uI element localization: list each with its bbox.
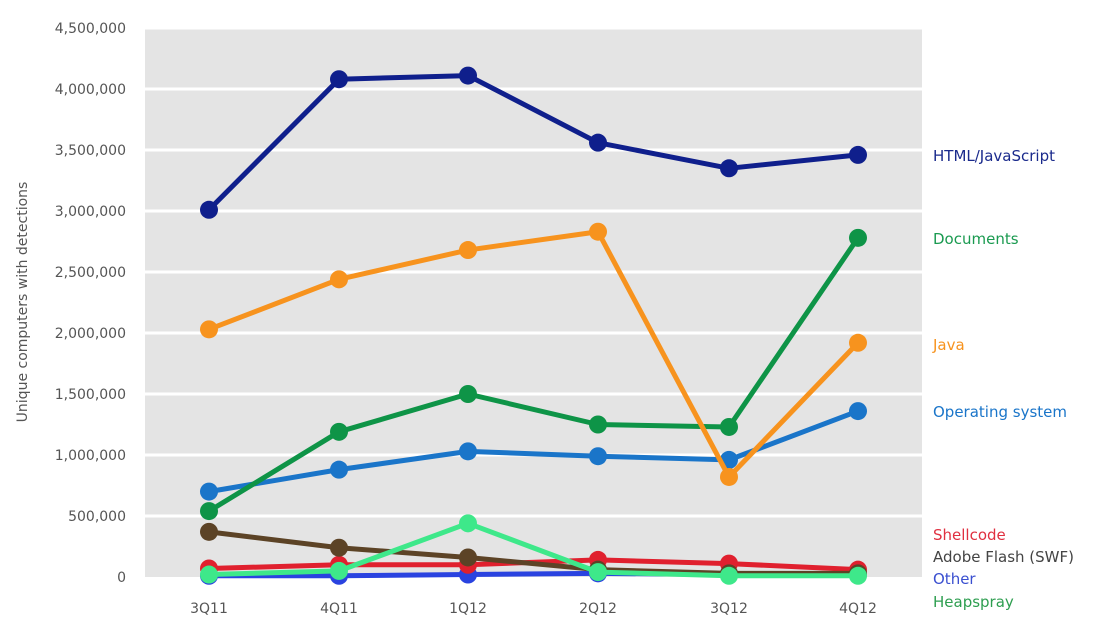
series-documents — [200, 228, 867, 521]
data-point — [720, 159, 738, 178]
series-lines — [200, 66, 867, 585]
data-point — [200, 320, 218, 339]
y-tick-label: 3,500,000 — [55, 143, 126, 159]
y-tick-label: 1,500,000 — [55, 387, 126, 403]
series-label: Java — [932, 336, 965, 354]
series-label: HTML/JavaScript — [933, 147, 1055, 165]
x-tick-label: 4Q11 — [320, 601, 358, 617]
data-point — [200, 502, 218, 521]
data-point — [459, 241, 477, 260]
data-point — [459, 548, 477, 567]
x-tick-label: 3Q11 — [190, 601, 228, 617]
y-tick-label: 1,000,000 — [55, 448, 126, 464]
data-point — [589, 222, 607, 241]
x-tick-label: 2Q12 — [579, 601, 617, 617]
y-tick-label: 500,000 — [68, 509, 126, 525]
series-label: Other — [933, 570, 976, 588]
data-point — [849, 402, 867, 421]
data-point — [849, 566, 867, 585]
data-point — [459, 514, 477, 533]
y-tick-label: 2,000,000 — [55, 326, 126, 342]
data-point — [330, 422, 348, 441]
data-point — [720, 566, 738, 585]
series-line — [208, 229, 860, 480]
y-tick-label: 0 — [117, 570, 126, 586]
data-point — [459, 442, 477, 461]
data-point — [459, 385, 477, 403]
x-tick-label: 1Q12 — [449, 601, 487, 617]
y-tick-label: 3,000,000 — [55, 204, 126, 220]
data-point — [849, 333, 867, 352]
series-html-javascript — [200, 66, 867, 219]
series-label: Documents — [933, 230, 1019, 248]
y-tick-label: 4,000,000 — [55, 82, 126, 98]
series-label: Operating system — [933, 403, 1067, 421]
y-tick-label: 4,500,000 — [55, 21, 126, 37]
data-point — [589, 415, 607, 434]
data-point — [200, 482, 218, 501]
data-point — [589, 133, 607, 152]
data-point — [330, 270, 348, 289]
y-axis: 0 500,000 1,000,000 1,500,000 2,000,000 2,500… — [55, 21, 126, 586]
series-java — [200, 222, 867, 486]
series-labels: HTML/JavaScript Documents Java Operating sy… — [932, 147, 1074, 611]
series-heapspray — [200, 514, 867, 585]
y-axis-label: Unique computers with detections — [15, 182, 31, 423]
data-point — [589, 563, 607, 582]
series-line — [207, 73, 859, 212]
x-axis: 3Q11 4Q11 1Q12 2Q12 3Q12 4Q12 — [190, 601, 877, 617]
data-point — [200, 522, 218, 541]
data-point — [589, 447, 607, 466]
data-point — [849, 145, 867, 164]
y-tick-label: 2,500,000 — [55, 265, 126, 281]
data-point — [330, 460, 348, 479]
x-tick-label: 4Q12 — [839, 601, 877, 617]
data-point — [330, 538, 348, 557]
data-point — [200, 200, 218, 219]
data-point — [200, 565, 218, 584]
series-label: Shellcode — [933, 526, 1006, 544]
data-point — [459, 66, 477, 85]
data-point — [849, 228, 867, 247]
data-point — [720, 467, 738, 486]
data-point — [330, 70, 348, 89]
data-point — [330, 561, 348, 580]
data-point — [720, 417, 738, 436]
x-tick-label: 3Q12 — [710, 601, 748, 617]
series-label: Heapspray — [933, 593, 1014, 611]
series-line — [207, 236, 861, 514]
series-label: Adobe Flash (SWF) — [933, 548, 1074, 566]
series-line — [208, 520, 858, 579]
